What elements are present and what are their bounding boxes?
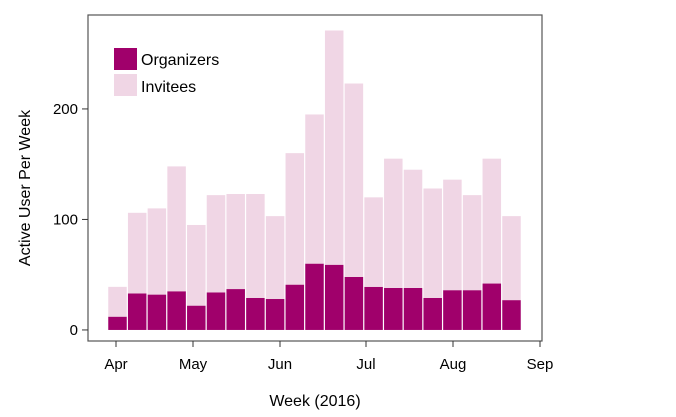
bar-invitees-18	[462, 195, 482, 291]
x-tick-label-2: Jun	[268, 356, 292, 373]
bar-organizers-16	[423, 297, 442, 330]
x-axis: Apr May Jun Jul Aug Sep	[104, 341, 553, 373]
legend: Organizers Invitees	[114, 48, 219, 96]
bar-organizers-19	[482, 283, 502, 330]
bar-invitees-12	[344, 83, 364, 277]
bar-organizers-2	[147, 294, 167, 330]
bar-organizers-15	[403, 287, 423, 330]
bar-organizers-8	[265, 299, 285, 330]
bar-invitees-9	[285, 153, 305, 285]
bar-organizers-10	[305, 263, 324, 330]
x-tick-label-0: Apr	[104, 356, 127, 373]
bar-organizers-6	[226, 289, 245, 330]
bar-invitees-4	[187, 224, 206, 306]
bar-organizers-9	[285, 284, 305, 330]
bar-organizers-5	[206, 292, 226, 330]
legend-swatch-invitees	[114, 74, 137, 96]
x-tick-label-4: Aug	[440, 356, 467, 373]
bar-invitees-13	[364, 197, 383, 287]
legend-label-invitees: Invitees	[141, 79, 196, 96]
bar-invitees-6	[226, 194, 245, 290]
bar-organizers-13	[364, 286, 383, 330]
bar-invitees-11	[324, 30, 344, 265]
bars-group	[108, 30, 521, 330]
bar-organizers-1	[127, 293, 147, 330]
y-tick-label-0: 0	[70, 322, 78, 339]
bar-organizers-7	[246, 297, 265, 330]
x-tick-label-5: Sep	[527, 356, 554, 373]
bar-invitees-2	[147, 208, 167, 295]
bar-organizers-11	[324, 264, 344, 330]
bar-invitees-17	[443, 179, 462, 291]
bar-invitees-0	[108, 286, 127, 317]
bar-invitees-1	[127, 212, 147, 294]
bar-organizers-12	[344, 276, 364, 330]
bar-invitees-8	[265, 216, 285, 300]
bar-organizers-20	[502, 300, 521, 330]
y-axis: 0 100 200	[53, 101, 88, 339]
bar-invitees-16	[423, 188, 442, 298]
x-tick-label-3: Jul	[356, 356, 375, 373]
bar-organizers-4	[187, 305, 206, 330]
bar-organizers-14	[384, 287, 403, 330]
bar-invitees-14	[384, 158, 403, 288]
y-tick-label-1: 100	[53, 211, 78, 228]
legend-swatch-organizers	[114, 48, 137, 70]
bar-invitees-7	[246, 194, 265, 298]
bar-organizers-0	[108, 316, 127, 330]
bar-invitees-5	[206, 195, 226, 293]
x-tick-label-1: May	[179, 356, 208, 373]
bar-invitees-20	[502, 216, 521, 301]
y-tick-label-2: 200	[53, 101, 78, 118]
bar-invitees-10	[305, 114, 324, 264]
bar-organizers-3	[167, 291, 186, 330]
y-axis-title: Active User Per Week	[17, 109, 34, 266]
bar-organizers-18	[462, 290, 482, 330]
legend-label-organizers: Organizers	[141, 52, 219, 69]
bar-invitees-15	[403, 169, 423, 288]
bar-invitees-3	[167, 166, 186, 292]
bar-invitees-19	[482, 158, 502, 284]
x-axis-title: Week (2016)	[269, 393, 360, 410]
bar-organizers-17	[443, 290, 462, 330]
